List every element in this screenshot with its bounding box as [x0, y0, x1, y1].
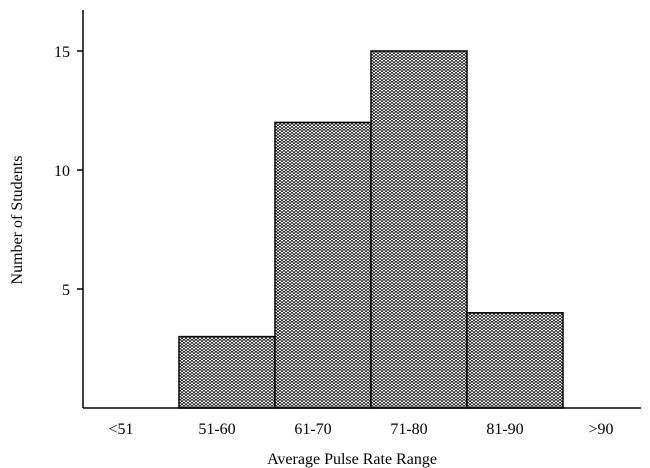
y-tick-label: 5	[62, 282, 70, 299]
x-tick-label: 61-70	[294, 421, 331, 438]
x-ticks-group: <51 51-60 61-70 71-80 81-90 >90	[108, 421, 613, 438]
bar-61-70	[274, 121, 372, 409]
x-tick-label: 71-80	[390, 421, 427, 438]
bars-group	[178, 50, 564, 409]
x-tick-label: 81-90	[486, 421, 523, 438]
bar-81-90	[466, 312, 564, 409]
x-tick-label: <51	[108, 421, 133, 438]
y-tick-label: 15	[54, 44, 70, 61]
y-tick-label: 10	[54, 163, 70, 180]
x-tick-label: 51-60	[198, 421, 235, 438]
bar-71-80	[370, 50, 468, 409]
y-axis-title: Number of Students	[9, 156, 26, 285]
x-axis-title: Average Pulse Rate Range	[267, 451, 437, 468]
y-ticks-group: 5 10 15	[54, 44, 83, 299]
x-tick-label: >90	[588, 421, 613, 438]
bar-51-60	[178, 335, 276, 409]
